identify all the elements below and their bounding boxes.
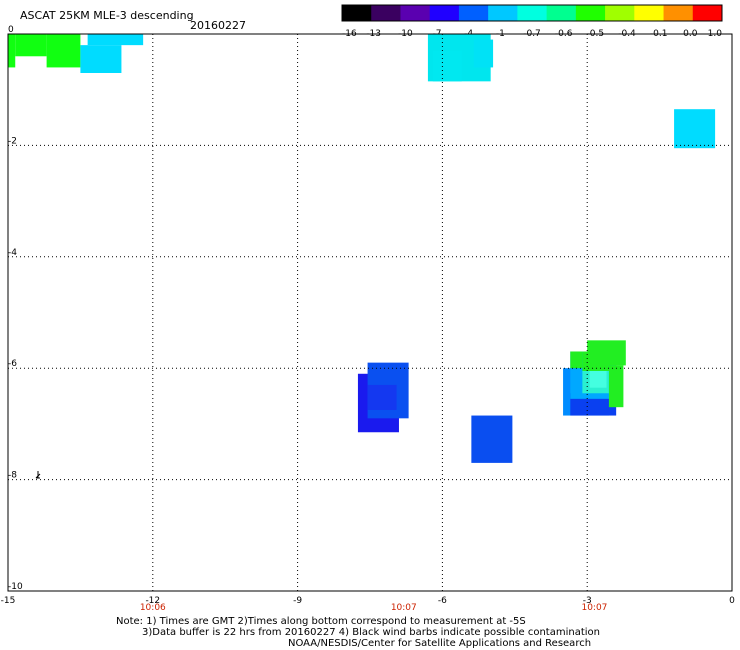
colorbar-swatch: [371, 5, 401, 21]
colorbar-swatch: [634, 5, 665, 21]
note-line-3: NOAA/NESDIS/Center for Satellite Applica…: [288, 638, 591, 649]
x-tick-label: -15: [1, 596, 16, 606]
plot-frame: [7, 33, 733, 592]
time-label: 10:06: [140, 603, 166, 613]
colorbar-swatch: [400, 5, 431, 21]
y-tick-label: 0: [8, 25, 14, 35]
y-tick-label: -6: [8, 359, 17, 369]
x-tick-label: -9: [293, 596, 302, 606]
data-cell: [587, 340, 626, 366]
y-tick-label: -8: [8, 471, 17, 481]
x-tick-label: -6: [438, 596, 447, 606]
footnote: Note: 1) Times are GMT 2)Times along bot…: [116, 616, 600, 649]
y-tick-label: -4: [8, 248, 17, 258]
data-cell: [367, 384, 397, 410]
data-cell: [570, 351, 583, 369]
colorbar-swatch: [546, 5, 577, 21]
note-line-2: 3)Data buffer is 22 hrs from 20160227 4)…: [142, 627, 600, 638]
data-cell: [608, 365, 624, 408]
note-line-1: Note: 1) Times are GMT 2)Times along bot…: [116, 616, 526, 627]
data-cell: [8, 34, 16, 68]
colorbar-swatch: [605, 5, 635, 21]
chart-title: ASCAT 25KM MLE-3 descending: [20, 9, 194, 22]
colorbar-frame: [341, 4, 723, 22]
colorbar-swatch: [458, 5, 489, 21]
data-cell: [87, 34, 144, 46]
data-cell: [46, 34, 81, 68]
colorbar-swatch: [429, 5, 460, 21]
colorbar-swatch: [517, 5, 548, 21]
time-label: 10:07: [581, 603, 607, 613]
x-tick-label: -3: [583, 596, 592, 606]
colorbar-swatch: [342, 5, 372, 21]
chart-date: 20160227: [190, 19, 246, 32]
wind-barb-icon: [35, 471, 41, 479]
y-tick-label: -2: [8, 136, 17, 146]
y-tick-label: -10: [8, 582, 23, 592]
data-cell: [15, 34, 47, 57]
data-cell: [589, 370, 607, 388]
time-label: 10:07: [391, 603, 417, 613]
data-cell: [432, 50, 462, 82]
data-cell: [473, 39, 494, 68]
data-cell: [570, 393, 617, 416]
x-tick-label: 0: [729, 596, 735, 606]
colorbar-swatch: [663, 5, 694, 21]
colorbar-swatch: [692, 5, 723, 21]
data-cell: [80, 45, 122, 73]
data-cell: [674, 109, 716, 149]
colorbar-swatch: [488, 5, 518, 21]
colorbar-swatch: [575, 5, 606, 21]
x-tick-label: -12: [145, 596, 160, 606]
plot-area: -15 -12 -9 -6 -3 0 0 -2 -4 -6 -8 -10 10:06 10:07 10:…: [1, 25, 735, 613]
data-cell: [471, 415, 513, 463]
